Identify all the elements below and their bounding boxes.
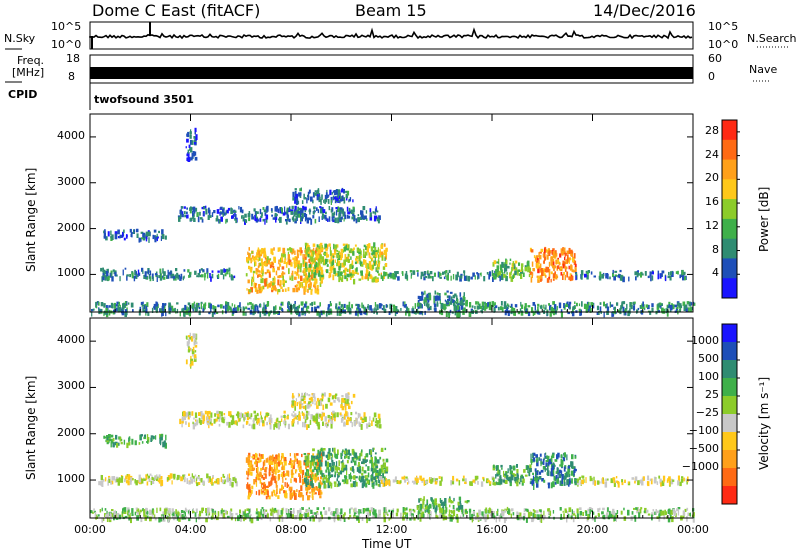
velocity-echo-region-5 — [416, 496, 470, 517]
nsky-label: N.Sky — [4, 32, 36, 45]
power-echo-region-1 — [100, 267, 236, 282]
beam-label: Beam 15 — [355, 1, 427, 20]
velocity-echo-region-7 — [529, 452, 578, 490]
velocity-echo-region-9 — [291, 392, 356, 411]
velocity-plot-bg — [90, 318, 693, 518]
power-colorbar-label-5: 24 — [705, 147, 719, 161]
velocity-colorbar-label: Velocity [m s⁻¹] — [757, 376, 771, 470]
power-ytick-label-2000: 2000 — [57, 220, 85, 234]
power-ytick-label-1000: 1000 — [57, 266, 85, 280]
power-ytick-label-4000: 4000 — [57, 128, 85, 142]
nave-label: Nave — [749, 63, 778, 76]
velocity-ylabel: Slant Range [km] — [24, 375, 38, 480]
power-ylabel: Slant Range [km] — [24, 167, 38, 272]
power-echo-region-9 — [292, 187, 354, 205]
power-echo-region-11 — [185, 127, 198, 162]
nsearch-tick-top: 10^5 — [708, 20, 739, 33]
cpid-label: CPID — [8, 88, 38, 101]
power-colorbar-frame — [721, 119, 738, 299]
freq-band — [90, 67, 693, 79]
nave-tick-bottom: 0 — [708, 70, 715, 83]
velocity-echo-region-12 — [103, 433, 167, 449]
power-colorbar-label-3: 16 — [705, 195, 719, 209]
xtick-label-6: 00:00 — [677, 523, 709, 536]
xtick-label-2: 08:00 — [275, 523, 307, 536]
nave-tick-top: 60 — [708, 52, 722, 65]
nsky-tick-bottom: 10^0 — [51, 38, 82, 51]
velocity-colorbar-seg-4 — [722, 396, 737, 415]
velocity-echo-region-10 — [179, 410, 382, 430]
xtick-label-4: 16:00 — [476, 523, 508, 536]
power-echo-region-6 — [492, 258, 531, 282]
freq-label: Freq. — [17, 54, 45, 67]
power-colorbar-seg-3 — [722, 179, 737, 200]
velocity-echo-region-3 — [303, 447, 389, 489]
velocity-echo-region-8 — [576, 475, 689, 488]
power-colorbar-seg-5 — [722, 218, 737, 240]
x-axis-label: Time UT — [362, 537, 412, 551]
power-colorbar-seg-6 — [722, 238, 737, 259]
power-colorbar-seg-8 — [722, 278, 737, 299]
velocity-colorbar-seg-6 — [722, 432, 737, 451]
power-echo-region-10 — [177, 205, 381, 225]
cpid-value: twofsound 3501 — [94, 93, 194, 106]
radar-title: Dome C East (fitACF) — [92, 1, 261, 20]
velocity-colorbar-seg-2 — [722, 360, 737, 379]
power-echo-region-12 — [103, 228, 167, 243]
freq-tick-bottom: 8 — [68, 70, 75, 83]
velocity-colorbar-label-6: −500 — [688, 442, 719, 455]
nsearch-label: N.Search — [747, 32, 797, 45]
power-echo-region-8 — [575, 269, 687, 283]
velocity-colorbar-seg-0 — [722, 324, 737, 343]
power-colorbar-label-0: 4 — [712, 266, 719, 280]
power-echo-region-7 — [529, 246, 577, 283]
velocity-colorbar-seg-3 — [722, 378, 737, 397]
velocity-colorbar-label-3: 25 — [705, 388, 719, 401]
power-ytick-label-3000: 3000 — [57, 174, 85, 188]
velocity-colorbar-label-5: −100 — [688, 424, 719, 437]
power-echo-region-4 — [380, 269, 504, 282]
freq-tick-top: 18 — [66, 52, 80, 65]
power-colorbar-seg-1 — [722, 139, 737, 161]
velocity-colorbar-seg-1 — [722, 342, 737, 361]
power-colorbar-label-2: 12 — [705, 218, 719, 232]
power-colorbar-seg-0 — [722, 120, 737, 141]
velocity-colorbar-seg-8 — [722, 468, 737, 487]
velocity-ytick-label-1000: 1000 — [57, 472, 85, 486]
power-colorbar-label-4: 20 — [705, 171, 719, 185]
nsky-strip-frame — [89, 21, 694, 50]
power-colorbar-label-1: 8 — [712, 242, 719, 256]
power-colorbar-seg-7 — [722, 258, 737, 279]
power-colorbar-label-6: 28 — [705, 123, 719, 137]
date-label: 14/Dec/2016 — [593, 1, 696, 20]
velocity-colorbar-label-7: −1000 — [681, 460, 719, 473]
velocity-colorbar-label-2: 100 — [698, 370, 719, 383]
power-colorbar-label: Power [dB] — [757, 186, 771, 252]
freq-unit: [MHz] — [12, 66, 45, 79]
velocity-ytick-label-4000: 4000 — [57, 333, 85, 347]
velocity-echo-region-6 — [492, 464, 532, 487]
velocity-colorbar-label-4: −25 — [695, 406, 719, 419]
nsky-trace — [89, 27, 693, 40]
velocity-ytick-label-2000: 2000 — [57, 425, 85, 439]
velocity-echo-region-1 — [98, 473, 238, 488]
velocity-echo-region-11 — [185, 332, 198, 369]
velocity-colorbar-seg-5 — [722, 414, 737, 433]
power-echo-region-5 — [417, 290, 468, 309]
nsearch-tick-bottom: 10^0 — [708, 38, 739, 51]
velocity-colorbar-label-1: 500 — [698, 352, 719, 365]
nsky-tick-top: 10^5 — [51, 20, 82, 33]
velocity-colorbar-seg-9 — [722, 486, 737, 505]
xtick-label-3: 12:00 — [375, 523, 408, 536]
xtick-label-1: 04:00 — [174, 523, 207, 536]
velocity-ytick-label-3000: 3000 — [57, 379, 85, 393]
velocity-colorbar-label-0: 1000 — [691, 334, 719, 347]
xtick-label-0: 00:00 — [74, 523, 106, 536]
power-colorbar-seg-4 — [722, 199, 737, 220]
xtick-label-5: 20:00 — [576, 523, 609, 536]
velocity-colorbar-seg-7 — [722, 450, 737, 469]
power-echo-region-3 — [303, 242, 388, 285]
power-colorbar-seg-2 — [722, 159, 737, 180]
